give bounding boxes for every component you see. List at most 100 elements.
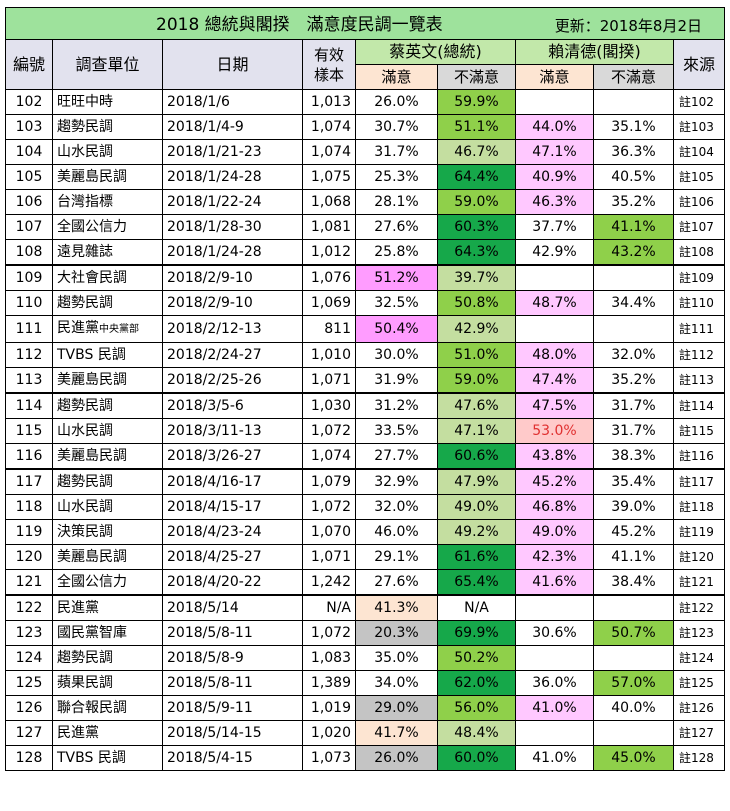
row-id: 119 [5,519,53,545]
row-date: 2018/3/11-13 [162,418,303,444]
table-row: 116 美麗島民調 2018/3/26-27 1,074 27.7% 60.6% 43.8%… [5,443,725,470]
row-tsai-satisfied: 46.0% [355,519,438,545]
row-sample: 1,072 [302,620,356,646]
header-id: 編號 [5,39,53,90]
row-tsai-unsatisfied: 64.3% [437,239,516,266]
row-date: 2018/1/6 [162,89,303,115]
row-org: 旺旺中時 [52,89,163,115]
row-source: 註104 [673,139,725,165]
row-date: 2018/3/5-6 [162,392,303,419]
row-lai-satisfied: 42.3% [515,544,594,570]
row-source: 註117 [673,468,725,495]
table-row: 125 蘋果民調 2018/5/8-11 1,389 34.0% 62.0% 36.0% 57… [5,670,725,696]
table-row: 127 民進黨 2018/5/14-15 1,020 41.7% 48.4% 註127 [5,720,725,746]
row-date: 2018/1/22-24 [162,189,303,215]
table-row: 105 美麗島民調 2018/1/24-28 1,075 25.3% 64.4% 40.9%… [5,164,725,190]
row-sample: 1,071 [302,367,356,394]
table-row: 107 全國公信力 2018/1/28-30 1,081 27.6% 60.3% 37.7%… [5,214,725,240]
row-lai-unsatisfied: 38.3% [593,443,674,470]
row-sample: 1,073 [302,745,356,771]
row-tsai-unsatisfied: 51.1% [437,114,516,140]
row-tsai-satisfied: 51.2% [355,264,438,291]
header-source: 來源 [673,39,725,90]
row-org: 山水民調 [52,139,163,165]
row-tsai-satisfied: 31.7% [355,139,438,165]
row-lai-unsatisfied: 31.7% [593,392,674,419]
row-sample: 1,071 [302,544,356,570]
row-lai-unsatisfied [593,720,674,746]
row-org: 美麗島民調 [52,544,163,570]
table-row: 122 民進黨 2018/5/14 N/A 41.3% N/A 註122 [5,594,725,621]
row-lai-satisfied [515,89,594,115]
row-date: 2018/5/9-11 [162,695,303,721]
row-id: 127 [5,720,53,746]
row-lai-satisfied: 53.0% [515,418,594,444]
row-id: 108 [5,239,53,266]
row-tsai-unsatisfied: 50.2% [437,645,516,671]
row-tsai-satisfied: 31.9% [355,367,438,394]
row-sample: 1,012 [302,239,356,266]
row-date: 2018/4/23-24 [162,519,303,545]
row-sample: 1,072 [302,418,356,444]
row-date: 2018/5/8-11 [162,670,303,696]
table-row: 104 山水民調 2018/1/21-23 1,074 31.7% 46.7% 47.1% 3… [5,139,725,165]
table-row: 108 遠見雜誌 2018/1/24-28 1,012 25.8% 64.3% 42.9% 4… [5,239,725,266]
row-tsai-satisfied: 26.0% [355,745,438,771]
row-org: 趨勢民調 [52,468,163,495]
row-source: 註125 [673,670,725,696]
row-lai-unsatisfied: 41.1% [593,214,674,240]
row-id: 113 [5,367,53,394]
row-sample: N/A [302,594,356,621]
row-sample: 1,069 [302,290,356,316]
row-org: 聯合報民調 [52,695,163,721]
row-sample: 1,074 [302,443,356,470]
row-org: 蘋果民調 [52,670,163,696]
row-sample: 1,389 [302,670,356,696]
row-lai-unsatisfied: 57.0% [593,670,674,696]
header-sample: 有效樣本 [302,39,356,90]
row-tsai-unsatisfied: 46.7% [437,139,516,165]
row-tsai-satisfied: 33.5% [355,418,438,444]
row-sample: 1,242 [302,569,356,596]
row-org: 美麗島民調 [52,367,163,394]
row-org: 趨勢民調 [52,392,163,419]
row-tsai-unsatisfied: 65.4% [437,569,516,596]
row-sample: 1,068 [302,189,356,215]
row-id: 110 [5,290,53,316]
row-id: 125 [5,670,53,696]
row-lai-unsatisfied: 43.2% [593,239,674,266]
row-source: 註123 [673,620,725,646]
row-tsai-unsatisfied: 69.9% [437,620,516,646]
row-id: 128 [5,745,53,771]
row-tsai-unsatisfied: 62.0% [437,670,516,696]
row-tsai-satisfied: 28.1% [355,189,438,215]
row-lai-unsatisfied: 35.2% [593,189,674,215]
row-lai-satisfied [515,315,594,343]
row-lai-unsatisfied: 35.1% [593,114,674,140]
row-tsai-satisfied: 35.0% [355,645,438,671]
row-date: 2018/4/16-17 [162,468,303,495]
row-id: 116 [5,443,53,470]
row-sample: 1,070 [302,519,356,545]
header-lai-satisfied: 滿意 [515,64,594,90]
row-date: 2018/5/14 [162,594,303,621]
row-source: 註102 [673,89,725,115]
row-org: 趨勢民調 [52,290,163,316]
table-row: 121 全國公信力 2018/4/20-22 1,242 27.6% 65.4% 41.6%… [5,569,725,596]
row-id: 126 [5,695,53,721]
row-tsai-unsatisfied: 60.0% [437,745,516,771]
row-id: 120 [5,544,53,570]
row-lai-unsatisfied [593,264,674,291]
row-source: 註112 [673,342,725,368]
row-tsai-satisfied: 20.3% [355,620,438,646]
row-org: 山水民調 [52,418,163,444]
row-lai-satisfied: 47.4% [515,367,594,394]
row-lai-unsatisfied [593,89,674,115]
page-title: 2018 總統與閣揆 滿意度民調一覽表 [156,15,443,35]
row-org: 民進黨中央黨部 [52,315,163,343]
header-org: 調查單位 [52,39,163,90]
row-lai-unsatisfied: 31.7% [593,418,674,444]
row-date: 2018/5/8-11 [162,620,303,646]
table-row: 114 趨勢民調 2018/3/5-6 1,030 31.2% 47.6% 47.5% 31.… [5,392,725,419]
row-org: 遠見雜誌 [52,239,163,266]
